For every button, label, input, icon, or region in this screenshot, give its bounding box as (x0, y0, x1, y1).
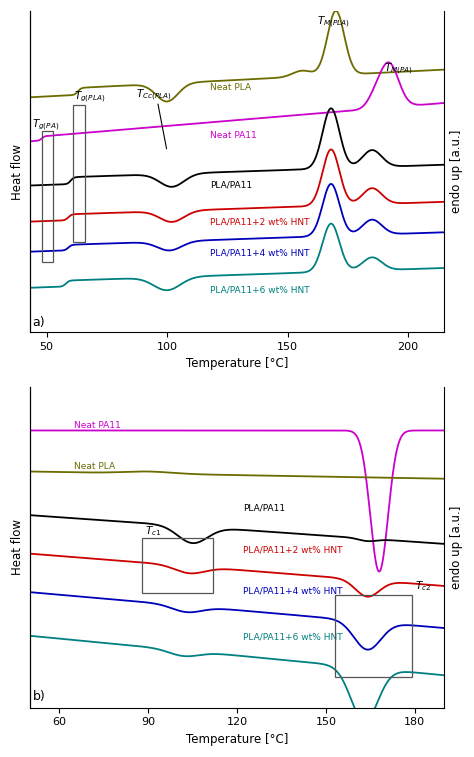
Text: PLA/PA11+2 wt% HNT: PLA/PA11+2 wt% HNT (210, 217, 310, 226)
Text: $T_{c1}$: $T_{c1}$ (145, 525, 162, 538)
Text: b): b) (33, 690, 46, 703)
Text: PLA/PA11+6 wt% HNT: PLA/PA11+6 wt% HNT (243, 633, 343, 642)
Text: $T_{M(PLA)}$: $T_{M(PLA)}$ (317, 15, 350, 30)
Text: $T_{g(PLA)}$: $T_{g(PLA)}$ (74, 89, 106, 104)
Bar (335, 595, 412, 677)
Text: $T_{M(PA)}$: $T_{M(PA)}$ (384, 61, 413, 76)
Text: Neat PLA: Neat PLA (210, 83, 252, 92)
Text: $T_{g(PA)}$: $T_{g(PA)}$ (32, 117, 59, 132)
Text: Neat PA11: Neat PA11 (74, 421, 121, 430)
Text: PLA/PA11+4 wt% HNT: PLA/PA11+4 wt% HNT (243, 587, 342, 596)
Text: PLA/PA11: PLA/PA11 (243, 503, 285, 512)
Text: $T_{Cc(PLA)}$: $T_{Cc(PLA)}$ (136, 87, 172, 103)
Text: PLA/PA11: PLA/PA11 (210, 180, 253, 189)
Bar (142, 538, 213, 593)
Text: PLA/PA11+6 wt% HNT: PLA/PA11+6 wt% HNT (210, 285, 310, 294)
Text: $T_{c2}$: $T_{c2}$ (415, 580, 431, 593)
Text: Neat PA11: Neat PA11 (210, 132, 257, 140)
Y-axis label: endo up [a.u.]: endo up [a.u.] (450, 129, 463, 213)
Y-axis label: endo up [a.u.]: endo up [a.u.] (450, 506, 463, 589)
Text: PLA/PA11+2 wt% HNT: PLA/PA11+2 wt% HNT (243, 545, 342, 554)
Bar (42, 132, 53, 262)
X-axis label: Temperature [°C]: Temperature [°C] (186, 357, 288, 370)
Text: Neat PLA: Neat PLA (74, 462, 115, 471)
Text: PLA/PA11+4 wt% HNT: PLA/PA11+4 wt% HNT (210, 248, 310, 257)
Bar (73, 105, 85, 241)
Y-axis label: Heat flow: Heat flow (11, 519, 24, 575)
Y-axis label: Heat flow: Heat flow (11, 144, 24, 200)
X-axis label: Temperature [°C]: Temperature [°C] (186, 733, 288, 746)
Text: a): a) (32, 316, 45, 329)
